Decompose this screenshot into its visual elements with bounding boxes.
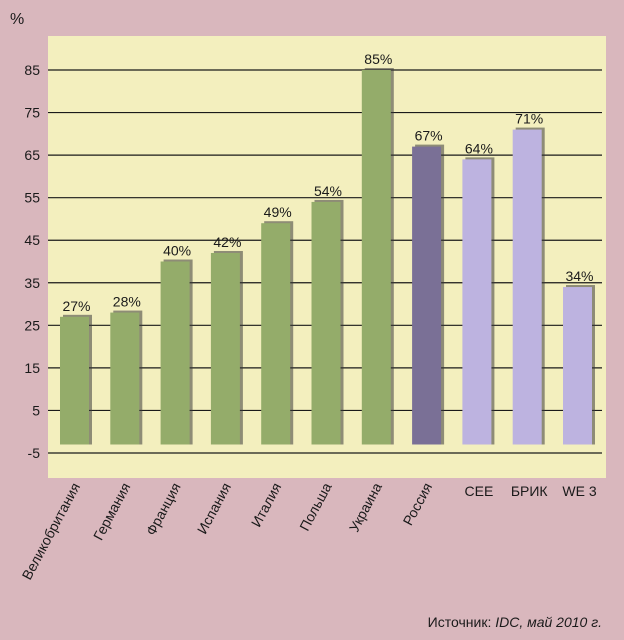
category-label: Италия bbox=[248, 480, 285, 530]
category-label: Испания bbox=[194, 480, 234, 537]
bar bbox=[60, 316, 89, 445]
y-tick-label: 5 bbox=[32, 402, 40, 418]
value-label: 54% bbox=[314, 183, 342, 199]
bar bbox=[261, 223, 291, 445]
value-label: 85% bbox=[364, 51, 392, 67]
value-label: 67% bbox=[415, 128, 443, 144]
y-tick-label: 65 bbox=[24, 147, 40, 163]
bar bbox=[311, 201, 341, 445]
bar bbox=[412, 146, 442, 445]
value-label: 34% bbox=[565, 268, 593, 284]
source-italic: IDC, май 2010 г. bbox=[495, 614, 602, 630]
bar bbox=[361, 70, 391, 445]
bar bbox=[512, 129, 542, 445]
y-tick-label: 15 bbox=[24, 360, 40, 376]
y-tick-label: 55 bbox=[24, 190, 40, 206]
y-tick-label: -5 bbox=[28, 445, 41, 461]
category-label: Польша bbox=[296, 480, 335, 534]
value-label: 64% bbox=[465, 140, 493, 156]
source-note: Источник: IDC, май 2010 г. bbox=[428, 614, 602, 630]
y-tick-label: 45 bbox=[24, 232, 40, 248]
y-tick-label: 75 bbox=[24, 105, 40, 121]
y-unit-label: % bbox=[10, 11, 24, 28]
value-label: 40% bbox=[163, 243, 191, 259]
value-label: 42% bbox=[213, 234, 241, 250]
category-label: CEE bbox=[465, 483, 494, 499]
value-label: 49% bbox=[264, 204, 292, 220]
category-label: Франция bbox=[143, 480, 184, 538]
bar bbox=[110, 312, 140, 445]
y-tick-label: 35 bbox=[24, 275, 40, 291]
category-label: Германия bbox=[90, 480, 134, 543]
source-prefix: Источник: bbox=[427, 614, 496, 630]
category-label: Россия bbox=[400, 480, 436, 528]
category-label: БРИК bbox=[511, 483, 549, 499]
bar bbox=[210, 252, 240, 445]
y-tick-label: 25 bbox=[24, 317, 40, 333]
category-label: Украина bbox=[346, 480, 385, 535]
bar bbox=[563, 287, 592, 445]
bar bbox=[462, 159, 492, 445]
y-tick-label: 85 bbox=[24, 62, 40, 78]
category-label: Великобритания bbox=[19, 480, 84, 582]
bar bbox=[160, 261, 190, 445]
value-label: 71% bbox=[515, 111, 543, 127]
category-label: WE 3 bbox=[562, 483, 596, 499]
value-label: 27% bbox=[62, 298, 90, 314]
value-label: 28% bbox=[113, 294, 141, 310]
